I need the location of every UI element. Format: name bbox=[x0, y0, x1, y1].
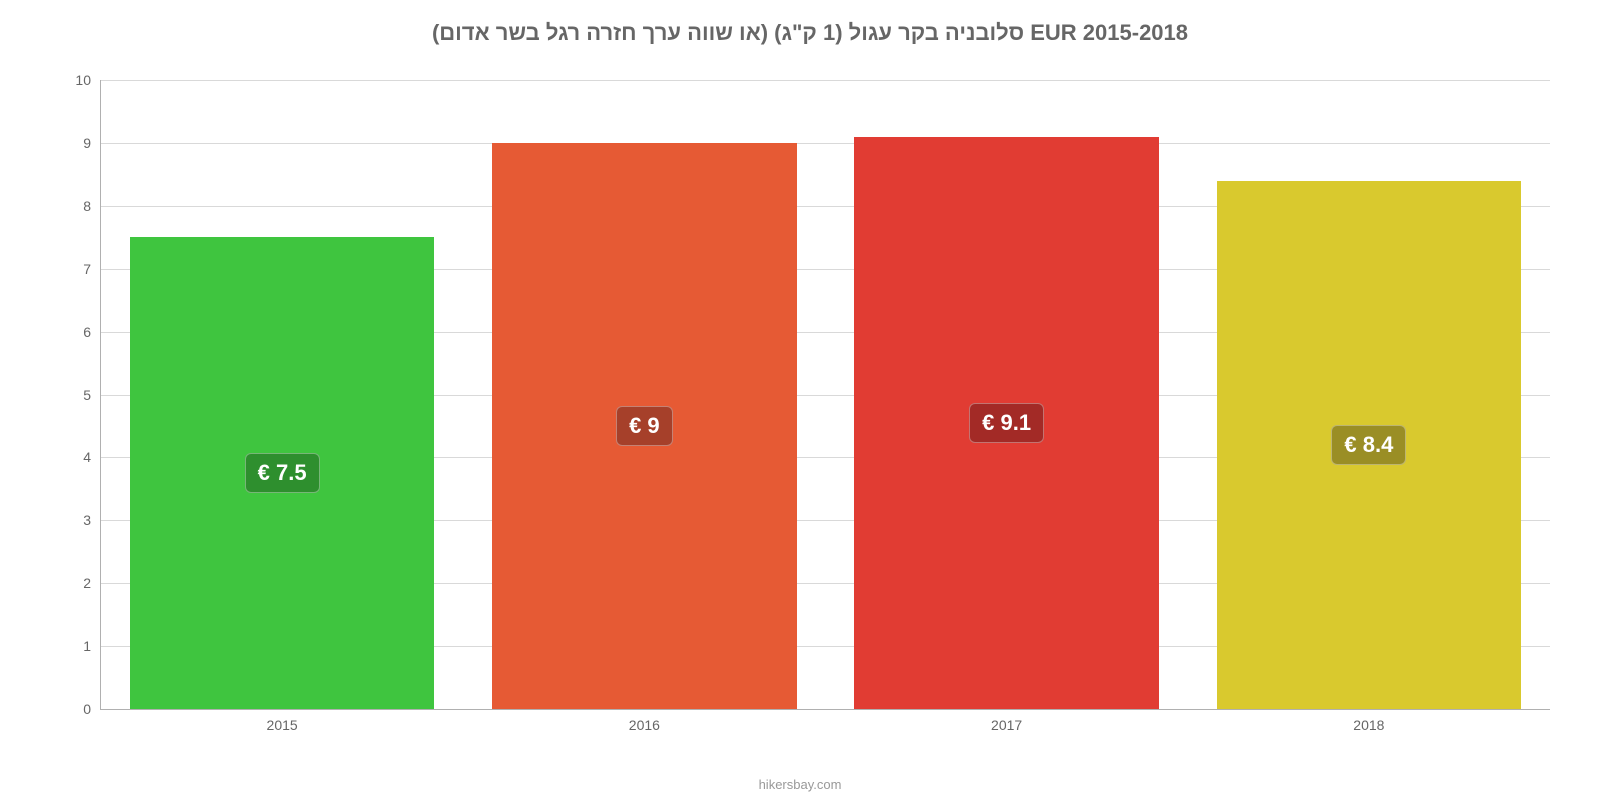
y-tick-label: 10 bbox=[75, 72, 101, 88]
x-tick-label: 2015 bbox=[267, 709, 298, 733]
plot-area: 012345678910 € 7.52015€ 92016€ 9.12017€ … bbox=[100, 80, 1550, 710]
y-tick-label: 8 bbox=[83, 198, 101, 214]
y-tick-label: 9 bbox=[83, 135, 101, 151]
chart-title: סלובניה בקר עגול (1 ק"ג) (או שווה ערך חז… bbox=[60, 20, 1560, 46]
bar-value-badge: € 9 bbox=[616, 406, 673, 446]
bars-row: € 7.52015€ 92016€ 9.12017€ 8.42018 bbox=[101, 80, 1550, 709]
bar-slot: € 9.12017 bbox=[826, 80, 1188, 709]
bar-value-badge: € 9.1 bbox=[969, 403, 1044, 443]
bar: € 9 bbox=[492, 143, 796, 709]
y-tick-label: 1 bbox=[83, 638, 101, 654]
y-tick-label: 7 bbox=[83, 261, 101, 277]
bar-slot: € 92016 bbox=[463, 80, 825, 709]
bar: € 7.5 bbox=[130, 237, 434, 709]
y-tick-label: 6 bbox=[83, 324, 101, 340]
bar: € 9.1 bbox=[854, 137, 1158, 709]
chart-container: סלובניה בקר עגול (1 ק"ג) (או שווה ערך חז… bbox=[60, 20, 1560, 750]
y-tick-label: 5 bbox=[83, 387, 101, 403]
x-tick-label: 2016 bbox=[629, 709, 660, 733]
bar-slot: € 8.42018 bbox=[1188, 80, 1550, 709]
y-tick-label: 2 bbox=[83, 575, 101, 591]
x-tick-label: 2018 bbox=[1353, 709, 1384, 733]
x-tick-label: 2017 bbox=[991, 709, 1022, 733]
bar-value-badge: € 8.4 bbox=[1331, 425, 1406, 465]
bar-value-badge: € 7.5 bbox=[245, 453, 320, 493]
attribution: hikersbay.com bbox=[0, 777, 1600, 792]
y-tick-label: 3 bbox=[83, 512, 101, 528]
bar-slot: € 7.52015 bbox=[101, 80, 463, 709]
bar: € 8.4 bbox=[1217, 181, 1521, 709]
y-tick-label: 4 bbox=[83, 449, 101, 465]
y-tick-label: 0 bbox=[83, 701, 101, 717]
